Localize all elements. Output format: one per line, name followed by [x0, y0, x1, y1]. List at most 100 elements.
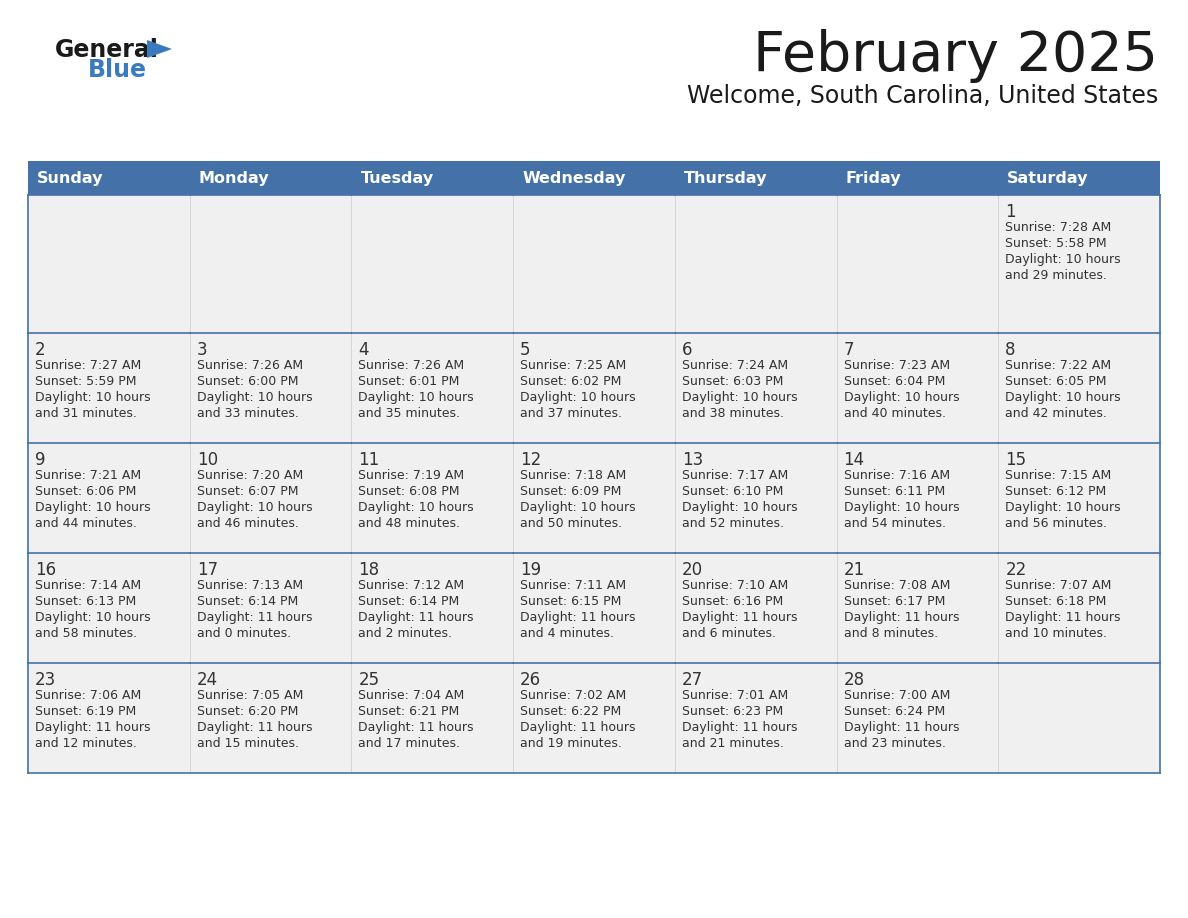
Text: Daylight: 11 hours: Daylight: 11 hours [197, 611, 312, 624]
Text: Daylight: 11 hours: Daylight: 11 hours [197, 721, 312, 734]
Text: Sunset: 6:01 PM: Sunset: 6:01 PM [359, 375, 460, 388]
Text: Sunrise: 7:25 AM: Sunrise: 7:25 AM [520, 359, 626, 372]
Bar [190, 663, 352, 773]
Text: Sunrise: 7:07 AM: Sunrise: 7:07 AM [1005, 579, 1112, 592]
Text: and 23 minutes.: and 23 minutes. [843, 737, 946, 750]
Text: Sunrise: 7:26 AM: Sunrise: 7:26 AM [197, 359, 303, 372]
Text: Sunset: 6:16 PM: Sunset: 6:16 PM [682, 595, 783, 608]
Bar [675, 161, 836, 195]
Text: and 50 minutes.: and 50 minutes. [520, 517, 623, 530]
Text: Tuesday: Tuesday [360, 171, 434, 185]
Text: Daylight: 10 hours: Daylight: 10 hours [197, 501, 312, 514]
Text: and 8 minutes.: and 8 minutes. [843, 627, 937, 640]
Text: Daylight: 10 hours: Daylight: 10 hours [843, 391, 959, 404]
Text: Daylight: 11 hours: Daylight: 11 hours [682, 611, 797, 624]
Text: Sunrise: 7:26 AM: Sunrise: 7:26 AM [359, 359, 465, 372]
Text: 5: 5 [520, 341, 531, 359]
Text: Sunset: 6:08 PM: Sunset: 6:08 PM [359, 485, 460, 498]
Text: Sunrise: 7:11 AM: Sunrise: 7:11 AM [520, 579, 626, 592]
Bar [998, 663, 1159, 773]
Text: 11: 11 [359, 451, 380, 469]
Text: Sunrise: 7:00 AM: Sunrise: 7:00 AM [843, 689, 950, 702]
Text: Sunrise: 7:27 AM: Sunrise: 7:27 AM [34, 359, 141, 372]
Text: Sunrise: 7:06 AM: Sunrise: 7:06 AM [34, 689, 141, 702]
Text: Blue: Blue [88, 58, 147, 82]
Text: 8: 8 [1005, 341, 1016, 359]
Bar [352, 553, 513, 663]
Text: and 56 minutes.: and 56 minutes. [1005, 517, 1107, 530]
Text: Daylight: 11 hours: Daylight: 11 hours [843, 721, 959, 734]
Text: Sunrise: 7:08 AM: Sunrise: 7:08 AM [843, 579, 950, 592]
Text: 28: 28 [843, 671, 865, 689]
Text: Wednesday: Wednesday [523, 171, 626, 185]
Text: Daylight: 11 hours: Daylight: 11 hours [359, 721, 474, 734]
Bar [836, 553, 998, 663]
Text: and 19 minutes.: and 19 minutes. [520, 737, 623, 750]
Text: 22: 22 [1005, 561, 1026, 579]
Text: Daylight: 10 hours: Daylight: 10 hours [682, 501, 797, 514]
Bar [836, 333, 998, 443]
Bar [29, 553, 190, 663]
Text: 10: 10 [197, 451, 217, 469]
Text: Daylight: 11 hours: Daylight: 11 hours [520, 611, 636, 624]
Text: Friday: Friday [846, 171, 902, 185]
Text: 16: 16 [34, 561, 56, 579]
Text: 18: 18 [359, 561, 379, 579]
Text: Sunrise: 7:19 AM: Sunrise: 7:19 AM [359, 469, 465, 482]
Text: 1: 1 [1005, 203, 1016, 221]
Bar [352, 161, 513, 195]
Bar [29, 663, 190, 773]
Text: Sunrise: 7:28 AM: Sunrise: 7:28 AM [1005, 221, 1112, 234]
Text: Daylight: 11 hours: Daylight: 11 hours [359, 611, 474, 624]
Text: Daylight: 10 hours: Daylight: 10 hours [1005, 391, 1121, 404]
Text: 27: 27 [682, 671, 703, 689]
Text: Daylight: 10 hours: Daylight: 10 hours [34, 501, 151, 514]
Text: Sunset: 6:24 PM: Sunset: 6:24 PM [843, 705, 944, 718]
Bar [836, 161, 998, 195]
Text: Sunrise: 7:20 AM: Sunrise: 7:20 AM [197, 469, 303, 482]
Text: and 54 minutes.: and 54 minutes. [843, 517, 946, 530]
Bar [513, 195, 675, 333]
Text: Sunset: 5:59 PM: Sunset: 5:59 PM [34, 375, 137, 388]
Text: 3: 3 [197, 341, 208, 359]
Bar [675, 195, 836, 333]
Bar [513, 333, 675, 443]
Text: February 2025: February 2025 [753, 29, 1158, 83]
Bar [190, 443, 352, 553]
Text: 15: 15 [1005, 451, 1026, 469]
Text: Sunset: 6:22 PM: Sunset: 6:22 PM [520, 705, 621, 718]
Text: 24: 24 [197, 671, 217, 689]
Text: Daylight: 10 hours: Daylight: 10 hours [1005, 253, 1121, 266]
Polygon shape [147, 40, 172, 58]
Text: Sunset: 5:58 PM: Sunset: 5:58 PM [1005, 237, 1107, 250]
Text: Daylight: 10 hours: Daylight: 10 hours [682, 391, 797, 404]
Text: Monday: Monday [198, 171, 270, 185]
Text: 7: 7 [843, 341, 854, 359]
Text: General: General [55, 38, 159, 62]
Text: and 21 minutes.: and 21 minutes. [682, 737, 784, 750]
Text: 9: 9 [34, 451, 45, 469]
Bar [998, 443, 1159, 553]
Text: and 6 minutes.: and 6 minutes. [682, 627, 776, 640]
Bar [513, 553, 675, 663]
Text: Sunset: 6:10 PM: Sunset: 6:10 PM [682, 485, 783, 498]
Text: Sunset: 6:14 PM: Sunset: 6:14 PM [359, 595, 460, 608]
Text: Sunrise: 7:01 AM: Sunrise: 7:01 AM [682, 689, 788, 702]
Bar [836, 443, 998, 553]
Text: 21: 21 [843, 561, 865, 579]
Text: 4: 4 [359, 341, 369, 359]
Text: Sunrise: 7:15 AM: Sunrise: 7:15 AM [1005, 469, 1112, 482]
Text: Daylight: 11 hours: Daylight: 11 hours [1005, 611, 1120, 624]
Text: and 4 minutes.: and 4 minutes. [520, 627, 614, 640]
Text: and 35 minutes.: and 35 minutes. [359, 407, 461, 420]
Text: Sunrise: 7:14 AM: Sunrise: 7:14 AM [34, 579, 141, 592]
Text: Sunrise: 7:23 AM: Sunrise: 7:23 AM [843, 359, 949, 372]
Text: and 44 minutes.: and 44 minutes. [34, 517, 137, 530]
Text: Sunrise: 7:18 AM: Sunrise: 7:18 AM [520, 469, 626, 482]
Bar [513, 443, 675, 553]
Text: and 58 minutes.: and 58 minutes. [34, 627, 137, 640]
Bar [513, 663, 675, 773]
Text: Sunrise: 7:02 AM: Sunrise: 7:02 AM [520, 689, 626, 702]
Text: Sunrise: 7:17 AM: Sunrise: 7:17 AM [682, 469, 788, 482]
Text: Daylight: 10 hours: Daylight: 10 hours [520, 501, 636, 514]
